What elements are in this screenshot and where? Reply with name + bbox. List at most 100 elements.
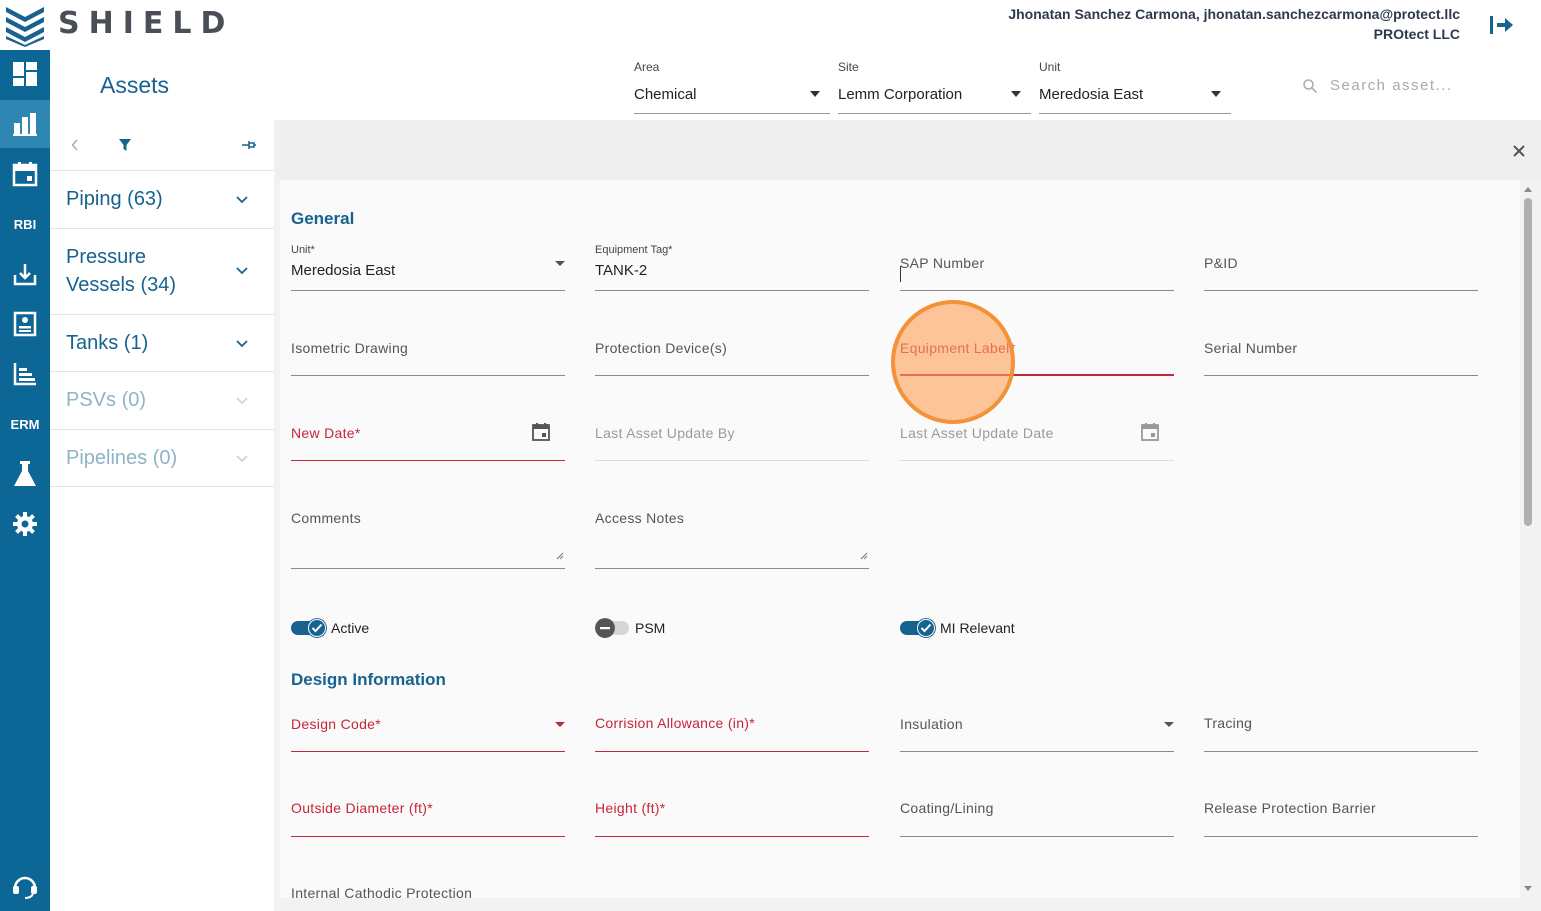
- field-underline: [1204, 836, 1478, 837]
- category-tanks[interactable]: Tanks (1): [50, 315, 274, 372]
- rail-import[interactable]: [0, 250, 50, 298]
- coating-lining-field[interactable]: Coating/Lining: [900, 790, 1174, 838]
- site-select[interactable]: Site Lemm Corporation: [838, 60, 1031, 114]
- last-update-date-label: Last Asset Update Date: [900, 425, 1054, 441]
- category-label: Tanks (1): [66, 332, 149, 354]
- dashboard-icon: [13, 62, 37, 86]
- chevron-down-icon: [1164, 722, 1174, 727]
- design-code-label: Design Code*: [291, 716, 381, 732]
- calendar-icon: [12, 162, 38, 187]
- height-label: Height (ft)*: [595, 800, 666, 816]
- category-label: PSVs (0): [66, 389, 147, 411]
- outside-diameter-label: Outside Diameter (ft)*: [291, 800, 433, 816]
- psm-toggle[interactable]: PSM: [595, 618, 715, 638]
- collapse-sidebar-button[interactable]: [64, 135, 86, 155]
- resize-handle-icon[interactable]: [556, 552, 564, 560]
- sap-number-field[interactable]: SAP Number: [900, 244, 1174, 292]
- field-underline: [1204, 375, 1478, 376]
- design-code-select[interactable]: Design Code*: [291, 705, 565, 753]
- scrollbar[interactable]: [1522, 186, 1534, 896]
- category-psvs[interactable]: PSVs (0): [50, 372, 274, 430]
- category-label: Pipelines (0): [66, 447, 178, 469]
- equipment-tag-field[interactable]: Equipment Tag* TANK-2: [595, 244, 869, 292]
- last-update-by-label: Last Asset Update By: [595, 425, 735, 441]
- field-underline: [595, 290, 869, 291]
- new-date-field[interactable]: New Date*: [291, 414, 565, 462]
- pid-field[interactable]: P&ID: [1204, 244, 1478, 292]
- rail-support[interactable]: [0, 862, 50, 910]
- text-cursor: [900, 266, 901, 282]
- outside-diameter-field[interactable]: Outside Diameter (ft)*: [291, 790, 565, 838]
- pid-label: P&ID: [1204, 255, 1238, 271]
- release-protection-barrier-field[interactable]: Release Protection Barrier: [1204, 790, 1478, 838]
- tracing-field[interactable]: Tracing: [1204, 705, 1478, 753]
- site-select-label: Site: [838, 60, 859, 74]
- pin-sidebar-button[interactable]: [238, 135, 260, 155]
- assets-icon: [13, 113, 37, 136]
- field-underline: [595, 568, 869, 569]
- category-label: Piping (63): [66, 188, 163, 210]
- comments-textarea[interactable]: Comments: [291, 499, 565, 571]
- scrollbar-thumb[interactable]: [1524, 198, 1532, 526]
- assets-header: [50, 50, 1541, 120]
- mi-relevant-toggle[interactable]: MI Relevant: [900, 618, 1050, 638]
- equipment-label-field[interactable]: Equipment Label*: [900, 329, 1174, 377]
- category-piping[interactable]: Piping (63): [50, 171, 274, 229]
- calendar-icon[interactable]: [531, 422, 551, 442]
- category-label: Pressure: [66, 246, 147, 268]
- access-notes-label: Access Notes: [595, 510, 685, 526]
- filter-button[interactable]: [114, 135, 136, 155]
- rail-settings[interactable]: [0, 500, 50, 548]
- section-title-general: General: [291, 209, 355, 228]
- corrosion-allowance-field[interactable]: Corrision Allowance (in)*: [595, 705, 869, 753]
- category-pressure-vessels[interactable]: Pressure Vessels (34): [50, 229, 274, 315]
- category-pipelines[interactable]: Pipelines (0): [50, 430, 274, 487]
- field-underline: [291, 375, 565, 376]
- sap-number-label: SAP Number: [900, 255, 985, 271]
- rail-reports[interactable]: [0, 300, 50, 348]
- corrosion-allowance-label: Corrision Allowance (in)*: [595, 715, 756, 731]
- search-input[interactable]: [1330, 74, 1520, 96]
- chevron-down-icon: [810, 91, 820, 97]
- field-underline: [1204, 290, 1478, 291]
- serial-number-field[interactable]: Serial Number: [1204, 329, 1478, 377]
- search-icon: [1303, 79, 1318, 94]
- rail-schedule[interactable]: [0, 150, 50, 198]
- unit-select[interactable]: Unit Meredosia East: [1039, 60, 1231, 114]
- protection-devices-field[interactable]: Protection Device(s): [595, 329, 869, 377]
- page-title: Assets: [100, 72, 170, 98]
- chevron-down-icon: [236, 196, 248, 204]
- rail-charts[interactable]: [0, 350, 50, 398]
- rail-rbi[interactable]: RBI: [0, 200, 50, 248]
- rail-lab[interactable]: [0, 450, 50, 498]
- field-underline: [595, 836, 869, 837]
- equipment-tag-value: TANK-2: [595, 262, 648, 279]
- field-underline: [291, 568, 565, 569]
- divider: [50, 170, 274, 171]
- company-name: PROtect LLC: [1373, 26, 1460, 42]
- rail-erm[interactable]: ERM: [0, 400, 50, 448]
- section-title-design: Design Information: [291, 670, 446, 689]
- height-field[interactable]: Height (ft)*: [595, 790, 869, 838]
- release-protection-barrier-label: Release Protection Barrier: [1204, 800, 1376, 816]
- field-underline: [291, 460, 565, 461]
- active-toggle[interactable]: Active: [291, 618, 411, 638]
- field-underline: [900, 836, 1174, 837]
- area-select[interactable]: Area Chemical: [634, 60, 830, 114]
- logout-icon[interactable]: [1487, 12, 1515, 38]
- insulation-select[interactable]: Insulation: [900, 705, 1174, 753]
- app-logo-text: SHIELD: [58, 6, 235, 41]
- access-notes-textarea[interactable]: Access Notes: [595, 499, 869, 571]
- site-select-underline: [838, 113, 1031, 114]
- close-icon[interactable]: [1512, 144, 1526, 158]
- chart-icon: [13, 363, 36, 386]
- resize-handle-icon[interactable]: [860, 552, 868, 560]
- isometric-drawing-field[interactable]: Isometric Drawing: [291, 329, 565, 377]
- unit-field[interactable]: Unit* Meredosia East: [291, 244, 565, 292]
- chevron-down-icon: [555, 261, 565, 266]
- last-update-by-field: Last Asset Update By: [595, 414, 869, 462]
- internal-cathodic-protection-field[interactable]: Internal Cathodic Protection: [291, 875, 565, 898]
- filter-icon: [119, 139, 131, 151]
- rail-assets[interactable]: [0, 100, 50, 148]
- rail-dashboard[interactable]: [0, 50, 50, 98]
